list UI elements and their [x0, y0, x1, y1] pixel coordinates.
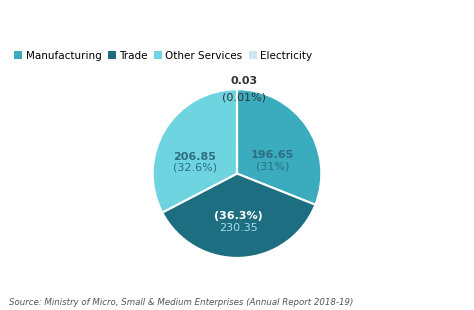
- Text: 196.65: 196.65: [251, 150, 294, 160]
- Text: Number of MSMEs Activity wise (in lakhs): Number of MSMEs Activity wise (in lakhs): [74, 13, 400, 27]
- Text: (32.6%): (32.6%): [173, 163, 217, 173]
- Text: 230.35: 230.35: [219, 224, 258, 233]
- Text: (0.01%): (0.01%): [222, 93, 266, 103]
- Text: (31%): (31%): [256, 161, 289, 171]
- Text: Source: Ministry of Micro, Small & Medium Enterprises (Annual Report 2018-19): Source: Ministry of Micro, Small & Mediu…: [9, 298, 354, 307]
- Wedge shape: [237, 89, 321, 205]
- Text: 0.03: 0.03: [230, 76, 257, 86]
- Legend: Manufacturing, Trade, Other Services, Electricity: Manufacturing, Trade, Other Services, El…: [10, 46, 316, 65]
- Wedge shape: [153, 89, 237, 213]
- Wedge shape: [162, 174, 315, 258]
- Text: (36.3%): (36.3%): [214, 211, 263, 221]
- Text: 206.85: 206.85: [173, 152, 216, 162]
